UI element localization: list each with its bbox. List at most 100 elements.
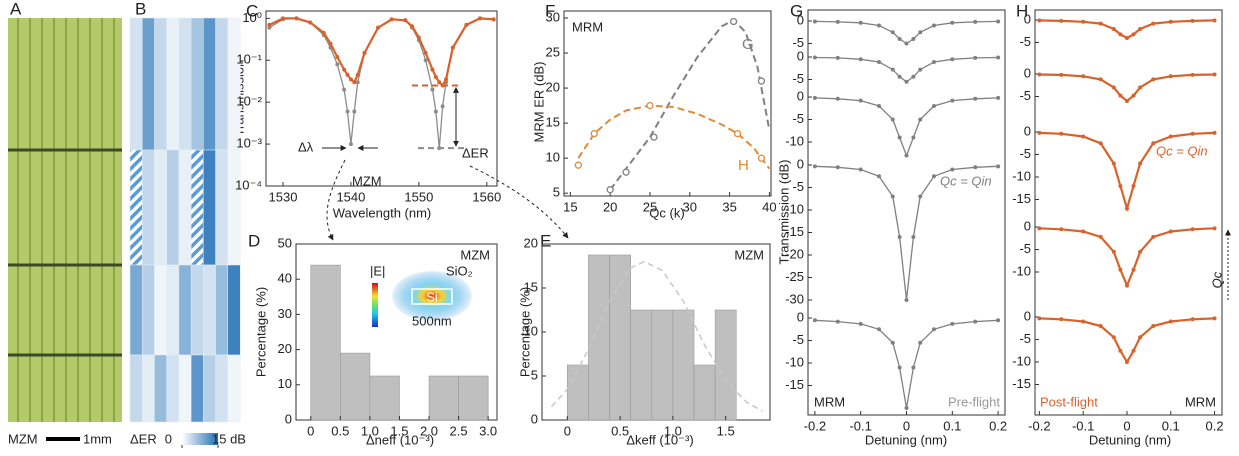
- x-tick-label: 0: [307, 423, 314, 438]
- panel-label: H: [1016, 1, 1028, 20]
- data-point: [757, 154, 766, 162]
- mode-field: [392, 271, 472, 321]
- x-tick-label: -0.1: [849, 418, 871, 433]
- y-tick-label: -5: [792, 332, 804, 347]
- data-point: [897, 235, 902, 239]
- data-point: [996, 164, 1001, 169]
- x-tick-label: 1.0: [664, 423, 682, 438]
- heatmap-cell: [178, 149, 192, 266]
- y-tick-label: -10: [785, 201, 804, 216]
- heatmap-cell: [203, 17, 217, 151]
- data-point: [444, 77, 449, 82]
- data-point: [437, 80, 442, 85]
- data-point: [335, 62, 340, 67]
- trace-line: [1039, 73, 1215, 103]
- data-point: [911, 235, 916, 239]
- histogram-bar: [428, 375, 459, 421]
- heatmap-cell: [141, 354, 155, 423]
- data-point: [996, 55, 1001, 60]
- data-point: [918, 117, 923, 122]
- y-tick-label: 10: [524, 323, 538, 338]
- data-point: [950, 98, 955, 103]
- data-point: [812, 55, 817, 60]
- data-point: [1059, 131, 1064, 136]
- data-point: [355, 72, 360, 77]
- y-tick-label: 20: [546, 80, 560, 95]
- y-tick-label: -25: [785, 269, 804, 284]
- data-point: [1037, 18, 1042, 23]
- data-point: [890, 30, 895, 35]
- inset-label: Si: [426, 289, 438, 304]
- y-tick-label: 15: [546, 115, 560, 130]
- data-point: [376, 25, 381, 30]
- data-point: [1124, 36, 1129, 40]
- data-point: [1081, 19, 1086, 24]
- inset-colorbar: [372, 283, 378, 327]
- y-tick-label: -30: [785, 291, 804, 306]
- x-tick-label: 0.2: [989, 418, 1007, 433]
- annotation: MZM: [352, 173, 382, 188]
- histogram-bar: [630, 309, 653, 421]
- data-point: [1081, 134, 1086, 139]
- data-point: [352, 80, 357, 85]
- y-tick-label: 10: [278, 376, 292, 391]
- heatmap-cell: [203, 264, 217, 356]
- data-point: [1151, 77, 1156, 82]
- data-point: [1098, 234, 1103, 239]
- data-point: [835, 55, 840, 60]
- heatmap-cell: [141, 264, 155, 356]
- y-tick-label: 30: [546, 9, 560, 24]
- data-point: [335, 54, 340, 59]
- y-tick-label: 10: [546, 150, 560, 165]
- y-tick-label: 5: [553, 185, 560, 200]
- data-point: [918, 340, 923, 345]
- series-line: [268, 17, 494, 88]
- data-point: [890, 117, 895, 122]
- data-point: [812, 95, 817, 100]
- colorbar: [182, 433, 218, 445]
- data-point: [440, 104, 445, 109]
- data-point: [1131, 184, 1136, 188]
- x-tick-label: 40: [762, 199, 776, 214]
- heatmap-cell: [215, 354, 229, 423]
- series-label: H: [738, 157, 749, 174]
- data-point: [1190, 72, 1195, 77]
- panel-label: A: [10, 0, 22, 18]
- data-point: [646, 101, 654, 110]
- data-point: [890, 194, 895, 199]
- heatmap-cell: [215, 17, 229, 151]
- y-tick-label: -20: [785, 246, 804, 261]
- data-point: [410, 24, 415, 29]
- inset-label: 500nm: [412, 313, 452, 328]
- photo-panel: A MZM 1mm: [8, 0, 122, 446]
- data-point: [606, 186, 614, 194]
- y-tick-label: 0: [1024, 11, 1031, 26]
- heatmap-cell: [154, 17, 168, 151]
- data-point: [294, 16, 299, 21]
- x-tick-label: 0: [564, 423, 571, 438]
- heatmap-cell: [129, 17, 143, 151]
- annotation: Post-flight: [1040, 394, 1098, 409]
- panel-label: D: [248, 231, 260, 250]
- annotation: MRM: [814, 394, 845, 409]
- y-tick-label: -15: [785, 377, 804, 392]
- y-tick-label: 0: [1024, 218, 1031, 233]
- y-tick-label: 10⁻¹: [236, 52, 262, 67]
- data-point: [1111, 335, 1116, 340]
- colorbar-label: ΔER: [130, 431, 157, 446]
- data-point: [890, 340, 895, 345]
- heatmap-cell: [203, 354, 217, 423]
- data-point: [1168, 229, 1173, 234]
- panel-label: G: [790, 1, 803, 20]
- data-point: [877, 174, 882, 179]
- heatmap-cell: [215, 149, 229, 266]
- data-point: [1111, 27, 1116, 31]
- data-point: [1168, 74, 1173, 79]
- heatmap-cell: [166, 264, 180, 356]
- heatmap-cell: [129, 264, 143, 356]
- x-axis-label: Δkeff (10⁻³): [626, 432, 693, 447]
- data-point: [1098, 324, 1103, 328]
- y-tick-label: 0: [1024, 308, 1031, 323]
- y-axis-label: Percentage (%): [253, 287, 268, 377]
